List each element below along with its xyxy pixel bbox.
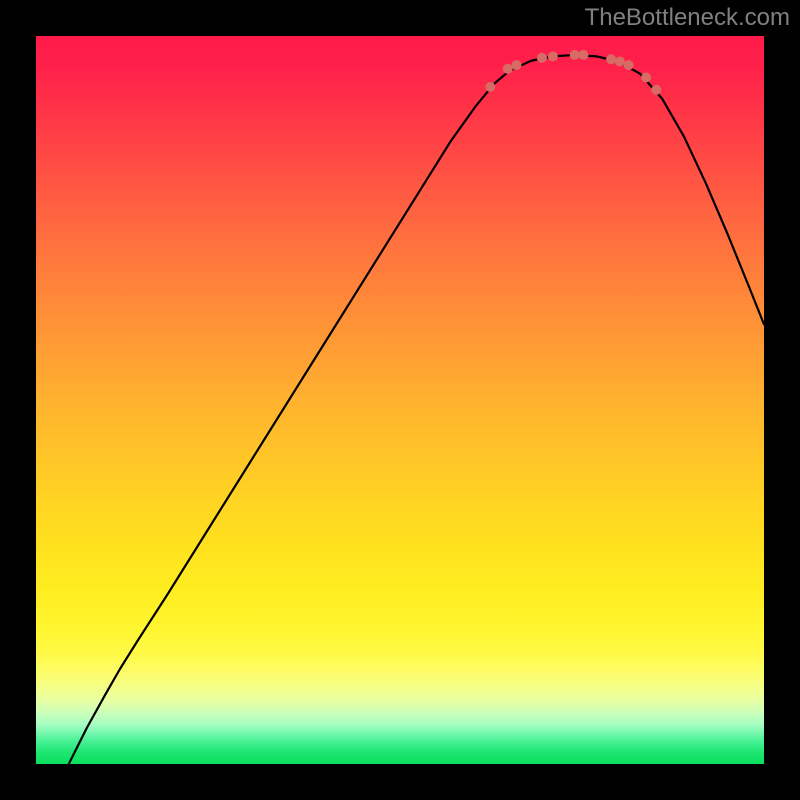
curve-marker xyxy=(651,85,661,95)
curve-layer xyxy=(36,36,764,764)
curve-marker xyxy=(485,82,495,92)
curve-marker xyxy=(548,51,558,61)
bottleneck-curve xyxy=(69,55,764,764)
curve-marker xyxy=(537,53,547,63)
curve-marker xyxy=(641,73,651,83)
curve-marker xyxy=(615,56,625,66)
chart-plot-area xyxy=(36,36,764,764)
curve-marker xyxy=(570,50,580,60)
curve-marker xyxy=(578,50,588,60)
attribution-text: TheBottleneck.com xyxy=(585,4,790,32)
curve-markers xyxy=(485,50,661,95)
curve-marker xyxy=(511,60,521,70)
curve-marker xyxy=(503,64,513,74)
curve-marker xyxy=(606,54,616,64)
curve-marker xyxy=(624,60,634,70)
